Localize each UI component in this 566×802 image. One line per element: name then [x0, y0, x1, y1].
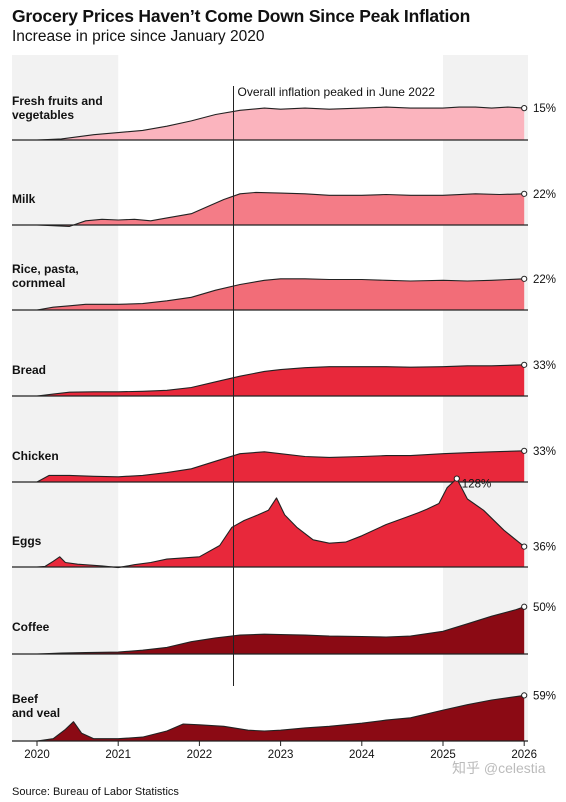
series-label-milk: Milk [12, 192, 36, 206]
series-label-eggs: Eggs [12, 534, 42, 548]
shaded-period-1 [12, 55, 119, 741]
series-label-rice: Rice, pasta, cornmeal [12, 262, 79, 290]
end-marker-eggs [521, 543, 528, 550]
line-bread [36, 364, 525, 397]
peak-label: 128% [462, 479, 491, 491]
end-label-bread: 33% [533, 360, 556, 372]
line-eggs [36, 478, 525, 569]
line-chicken [36, 450, 525, 483]
end-marker-rice [521, 275, 528, 282]
end-marker-bread [521, 361, 528, 368]
annotation-label: Overall inflation peaked in June 2022 [238, 85, 436, 99]
peak-marker [453, 475, 460, 482]
chart-subtitle: Increase in price since January 2020 [12, 28, 265, 45]
end-marker-milk [521, 190, 528, 197]
chart-title: Grocery Prices Haven’t Come Down Since P… [12, 6, 471, 26]
end-label-rice: 22% [533, 274, 556, 286]
area-milk [37, 192, 525, 227]
line-milk [36, 191, 525, 227]
end-marker-chicken [521, 447, 528, 454]
series-chicken: 33% Chicken [12, 446, 556, 483]
area-eggs [37, 478, 525, 568]
line-rice [36, 278, 525, 311]
series-rice: 22% Rice, pasta, cornmeal [12, 262, 556, 311]
series-label-coffee: Coffee [12, 620, 50, 634]
series-label-beef: Beef and veal [12, 692, 60, 720]
watermark: 知乎 @celestia [452, 760, 546, 776]
end-label-coffee: 50% [533, 602, 556, 614]
area-bread [37, 364, 525, 396]
x-tick-label-2023: 2023 [268, 749, 294, 761]
area-chicken [37, 450, 525, 482]
x-tick-label-2025: 2025 [430, 749, 456, 761]
series-label-fruits: Fresh fruits and vegetables [12, 94, 103, 122]
area-beef [37, 695, 525, 741]
series-label-chicken: Chicken [12, 449, 59, 463]
end-marker-fruits [521, 105, 528, 112]
x-tick-label-2026: 2026 [511, 749, 537, 761]
end-marker-coffee [521, 603, 528, 610]
x-tick-label-2024: 2024 [349, 749, 375, 761]
end-label-chicken: 33% [533, 446, 556, 458]
area-coffee [37, 606, 525, 654]
end-marker-beef [521, 692, 528, 699]
end-label-fruits: 15% [533, 103, 556, 115]
x-tick-label-2020: 2020 [24, 749, 50, 761]
source-note: Source: Bureau of Labor Statistics [12, 786, 179, 798]
series-milk: 22% Milk [12, 189, 556, 227]
series-label-bread: Bread [12, 363, 46, 377]
series-beef: 59% Beef and veal [12, 690, 556, 742]
series-coffee: 50% Coffee [12, 602, 556, 655]
series-fruits: 15% Fresh fruits and vegetables [12, 94, 556, 141]
line-beef [36, 694, 525, 742]
series-bread: 33% Bread [12, 360, 556, 397]
end-label-eggs: 36% [533, 542, 556, 554]
x-tick-label-2022: 2022 [187, 749, 213, 761]
line-coffee [36, 606, 525, 655]
end-label-beef: 59% [533, 690, 556, 702]
end-label-milk: 22% [533, 189, 556, 201]
x-tick-label-2021: 2021 [105, 749, 131, 761]
area-fruits [37, 107, 525, 140]
line-fruits [36, 106, 525, 141]
series-eggs: 36% Eggs [12, 478, 556, 569]
